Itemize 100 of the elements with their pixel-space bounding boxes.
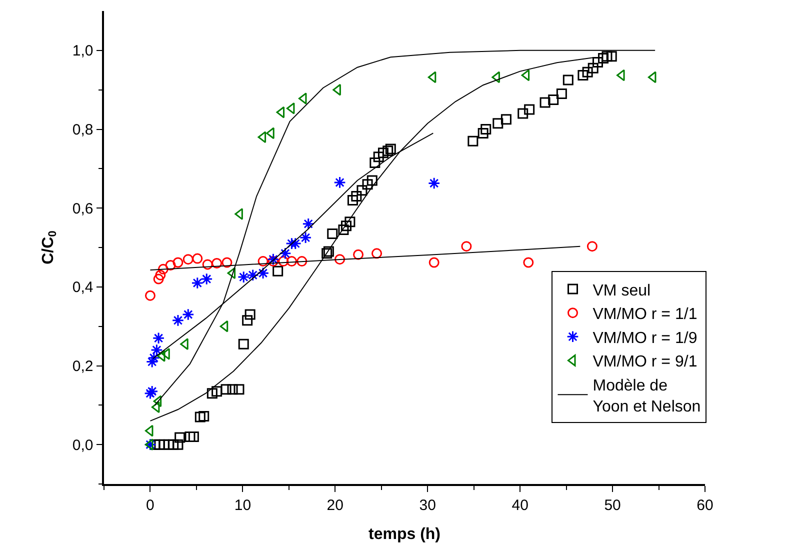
- point: [468, 136, 478, 146]
- point: [234, 384, 244, 395]
- point: [200, 272, 213, 286]
- point: [606, 51, 617, 62]
- point: [353, 249, 364, 260]
- point: [182, 254, 194, 265]
- point: [598, 53, 609, 64]
- point: [334, 176, 346, 189]
- point: [540, 97, 550, 108]
- point: [518, 108, 528, 119]
- point: [244, 309, 256, 320]
- point: [327, 228, 338, 239]
- point: [191, 276, 204, 290]
- point: [222, 257, 232, 268]
- point: [237, 270, 250, 284]
- point: [146, 356, 158, 368]
- point: [256, 266, 270, 280]
- point: [227, 384, 238, 395]
- y-tick-label: 0,6: [72, 200, 94, 218]
- point: [220, 384, 232, 395]
- x-tick-label: 50: [604, 496, 621, 514]
- point: [198, 410, 210, 422]
- point: [212, 386, 222, 397]
- x-tick-label: 40: [512, 496, 528, 514]
- point: [523, 257, 534, 268]
- point: [258, 131, 266, 144]
- point: [155, 270, 166, 280]
- point: [188, 431, 199, 442]
- point: [150, 344, 163, 356]
- point: [238, 338, 249, 350]
- point: [227, 267, 236, 280]
- point: [588, 62, 598, 74]
- point: [586, 241, 598, 252]
- point: [268, 256, 278, 267]
- point: [258, 256, 268, 267]
- point: [148, 352, 160, 364]
- point: [648, 71, 656, 84]
- point: [428, 257, 440, 268]
- point: [385, 144, 396, 154]
- point: [202, 259, 213, 270]
- x-tick-label: 10: [234, 496, 252, 514]
- point: [428, 71, 436, 84]
- point: [144, 438, 154, 451]
- point: [372, 248, 382, 259]
- point: [302, 218, 314, 230]
- x-tick-label: 60: [696, 496, 714, 514]
- point: [246, 268, 260, 282]
- y-tick-label: 0,2: [72, 358, 94, 375]
- point: [351, 191, 362, 202]
- point: [338, 224, 349, 236]
- x-tick-label: 20: [326, 496, 344, 514]
- point: [165, 260, 176, 270]
- legend-label: VM/MO r = 1/1: [592, 306, 698, 324]
- point: [298, 92, 307, 104]
- point: [524, 104, 535, 115]
- point: [556, 88, 567, 100]
- x-tick-label: 30: [419, 496, 436, 514]
- point: [272, 266, 284, 276]
- x-axis-title: temps (h): [368, 526, 440, 543]
- y-tick-label: 1,0: [72, 42, 94, 60]
- point: [480, 124, 492, 134]
- point: [334, 254, 346, 265]
- point: [172, 257, 184, 268]
- point: [172, 314, 184, 327]
- point: [492, 118, 504, 129]
- point: [172, 439, 184, 450]
- point: [158, 264, 168, 274]
- point: [144, 438, 156, 451]
- legend-label: Modèle de Yoon et Nelson: [592, 377, 701, 416]
- point: [242, 315, 253, 326]
- point: [152, 332, 165, 344]
- point: [578, 70, 588, 80]
- point: [373, 152, 384, 162]
- point: [344, 216, 356, 228]
- point: [382, 146, 394, 156]
- point: [370, 158, 380, 168]
- point: [592, 56, 603, 68]
- point: [192, 253, 203, 264]
- point: [500, 114, 512, 125]
- point: [478, 128, 488, 138]
- point: [582, 66, 593, 78]
- y-tick-label: 0,4: [72, 279, 94, 296]
- point: [461, 241, 472, 252]
- point: [299, 232, 312, 244]
- point: [278, 256, 289, 267]
- y-tick-label: 0,0: [72, 436, 94, 454]
- point: [428, 177, 440, 190]
- point: [151, 401, 160, 414]
- point: [144, 424, 154, 437]
- point: [153, 274, 164, 284]
- point: [220, 320, 228, 332]
- point: [279, 247, 292, 260]
- point: [296, 256, 308, 267]
- point: [206, 388, 218, 399]
- point: [362, 179, 373, 190]
- point: [144, 290, 156, 301]
- legend-label: VM/MO r = 1/9: [592, 330, 698, 347]
- point: [212, 258, 222, 269]
- point: [378, 148, 388, 158]
- point: [562, 74, 574, 86]
